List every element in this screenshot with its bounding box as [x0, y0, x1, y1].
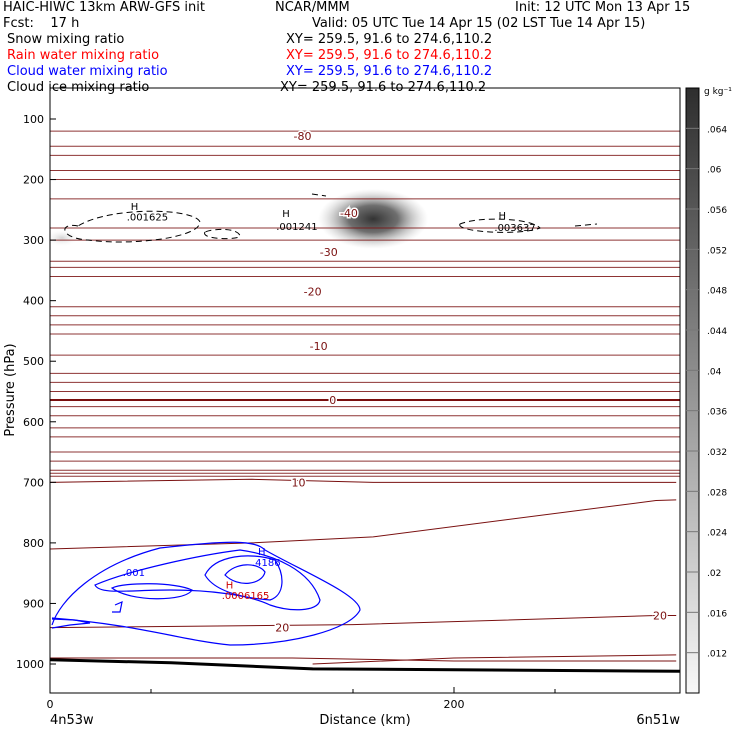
contour-annotation: H [226, 580, 234, 591]
y-tick-label: 400 [23, 295, 44, 308]
field-name-cloud-water: Cloud water mixing ratio [7, 64, 168, 79]
field-name-rain: Rain water mixing ratio [7, 48, 160, 63]
x-tick-label: 0 [47, 698, 54, 711]
field-xy-rain: XY= 259.5, 91.6 to 274.6,110.2 [286, 48, 493, 63]
cloud-ice-contour [204, 228, 241, 240]
colorbar-tick-label: .06 [707, 166, 722, 176]
isotherm-label: 10 [291, 476, 305, 489]
colorbar-tick-label: .04 [707, 367, 722, 377]
field-name-snow: Snow mixing ratio [7, 32, 125, 47]
colorbar-scale [685, 87, 700, 694]
isotherm-label: 0 [329, 394, 336, 407]
cloud-water-contour [51, 541, 361, 646]
cloud-water-contour [224, 564, 266, 584]
cloud-ice-contour [574, 223, 598, 227]
y-tick-label: 500 [23, 355, 44, 368]
colorbar-units: g kg⁻¹ [704, 87, 732, 97]
forecast-hour: Fcst: 17 h [3, 16, 80, 31]
plot-frame [49, 87, 681, 694]
colorbar-tick-label: .02 [707, 569, 721, 579]
contour-annotation: H [282, 209, 290, 220]
colorbar-tick-label: .052 [707, 246, 727, 256]
x-tick-label: 200 [444, 698, 465, 711]
isotherm-label: 20 [275, 622, 289, 635]
contour-annotation: .003637 [494, 223, 535, 234]
cloud-ice-contour [311, 193, 327, 197]
cloud-water-contour [51, 618, 91, 629]
field-xy-cloud-water: XY= 259.5, 91.6 to 274.6,110.2 [286, 64, 493, 79]
cloud-water-contour [112, 600, 123, 613]
colorbar-tick-label: .012 [707, 650, 727, 660]
contour-annotation: .001625 [127, 213, 168, 224]
contour-annotation: .001241 [276, 222, 317, 233]
colorbar-tick-label: .044 [707, 327, 727, 337]
x-endpoint-left: 4n53w [50, 713, 94, 728]
model-title: HAIC-HIWC 13km ARW-GFS init [3, 0, 205, 15]
contour-annotation: H [258, 547, 266, 558]
contour-annotation: H [131, 202, 139, 213]
x-axis-title: Distance (km) [319, 713, 410, 728]
x-endpoint-right: 6n51w [636, 713, 680, 728]
field-xy-snow: XY= 259.5, 91.6 to 274.6,110.2 [286, 32, 493, 47]
contour-annotation: H [498, 211, 506, 222]
cloud-water-contour [110, 583, 193, 600]
y-tick-label: 100 [23, 113, 44, 126]
valid-time: Valid: 05 UTC Tue 14 Apr 15 (02 LST Tue … [312, 16, 646, 31]
isotherm-label: -40 [340, 207, 358, 220]
isotherm-label: -30 [320, 246, 338, 259]
isotherm-line [49, 615, 677, 629]
contour-annotation: .0006165 [222, 591, 270, 602]
contour-annotation: .4186 [252, 558, 281, 569]
colorbar-tick-label: .056 [707, 206, 727, 216]
colorbar-tick-label: .036 [707, 408, 727, 418]
cloud-water-contour [94, 549, 321, 611]
colorbar-tick-label: .064 [707, 125, 727, 135]
y-tick-label: 600 [23, 416, 44, 429]
colorbar-tick-label: .048 [707, 287, 727, 297]
isotherm-label: -20 [304, 286, 322, 299]
cloud-water-contour [204, 555, 283, 601]
cloud-ice-contour [459, 218, 541, 233]
isotherm-label: -10 [310, 340, 328, 353]
snow-shading-max [318, 188, 429, 249]
terrain-line [49, 658, 681, 673]
y-axis-title: Pressure (hPa) [3, 343, 18, 436]
y-tick-label: 700 [23, 476, 44, 489]
y-tick-label: 1000 [16, 658, 44, 671]
isotherm-line [49, 478, 677, 483]
colorbar-tick-label: .016 [707, 609, 727, 619]
isotherm-line [312, 654, 677, 665]
colorbar-tick-label: .024 [707, 529, 727, 539]
y-tick-label: 300 [23, 234, 44, 247]
isotherm-line [49, 499, 677, 550]
init-time: Init: 12 UTC Mon 13 Apr 15 [515, 0, 691, 15]
snow-shading-edge [44, 229, 80, 247]
y-tick-label: 900 [23, 597, 44, 610]
colorbar-tick-label: .028 [707, 488, 727, 498]
contour-annotation: .001 [123, 568, 145, 579]
y-tick-label: 800 [23, 537, 44, 550]
y-tick-label: 200 [23, 174, 44, 187]
isotherm-label: -80 [294, 130, 312, 143]
colorbar-tick-label: .032 [707, 448, 727, 458]
isotherm-label: 20 [653, 610, 667, 623]
isotherm-line [50, 657, 677, 662]
org-label: NCAR/MMM [275, 0, 350, 15]
